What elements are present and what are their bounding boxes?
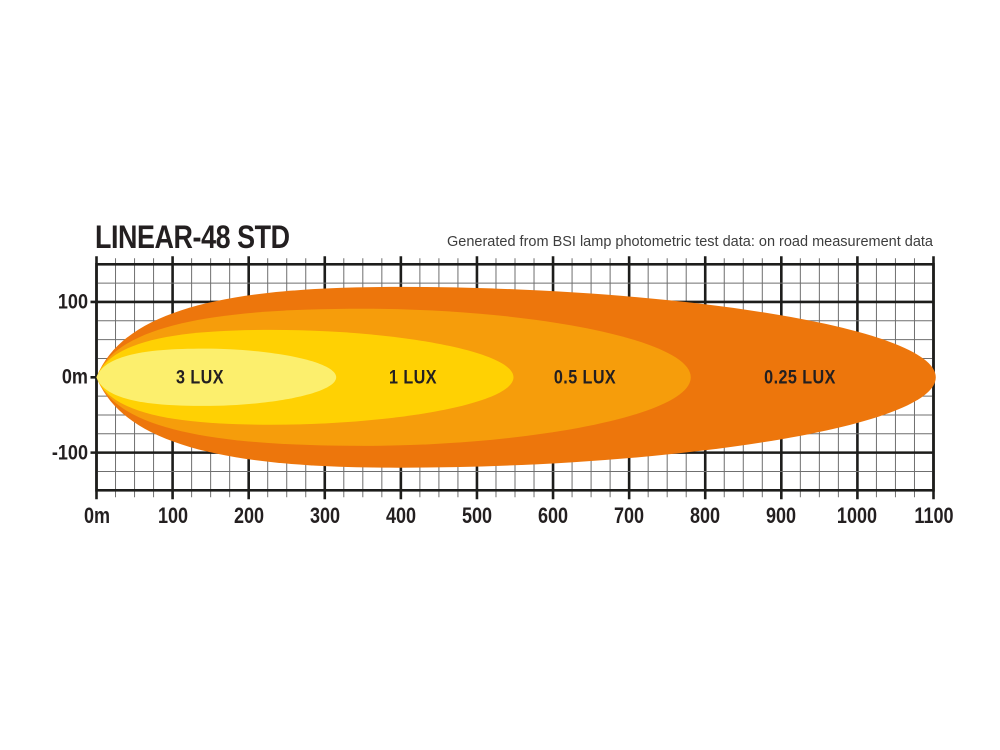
y-axis-tick-label--100: -100 [51, 441, 88, 465]
zone-label-0-5-lux: 0.5 LUX [553, 367, 617, 389]
chart-subtitle: Generated from BSI lamp photometric test… [446, 234, 933, 250]
beam-zone-3-lux [96, 348, 337, 406]
x-axis-tick-label-400: 400 [385, 503, 416, 528]
y-axis-tick-label-0: 0m [61, 365, 88, 389]
x-axis-tick-label-900: 900 [766, 503, 797, 528]
x-axis-tick-label-300: 300 [309, 503, 340, 528]
y-axis-tick-label-100: 100 [57, 290, 88, 314]
zone-label-0-25-lux: 0.25 LUX [764, 367, 837, 389]
x-axis-tick-label-500: 500 [461, 503, 493, 528]
x-axis-tick-label-200: 200 [233, 503, 264, 528]
x-axis-tick-label-0: 0m [83, 503, 110, 528]
x-axis-tick-label-1100: 1100 [913, 503, 954, 528]
x-axis-tick-label-100: 100 [157, 503, 188, 528]
x-axis-tick-label-600: 600 [537, 503, 569, 528]
zone-label-1-lux: 1 LUX [389, 367, 437, 389]
x-axis-tick-label-700: 700 [614, 503, 645, 528]
chart-title: LINEAR-48 STD [95, 219, 290, 255]
zone-label-3-lux: 3 LUX [176, 367, 224, 389]
x-axis-tick-label-1000: 1000 [837, 503, 878, 528]
x-axis-tick-label-800: 800 [690, 503, 721, 528]
